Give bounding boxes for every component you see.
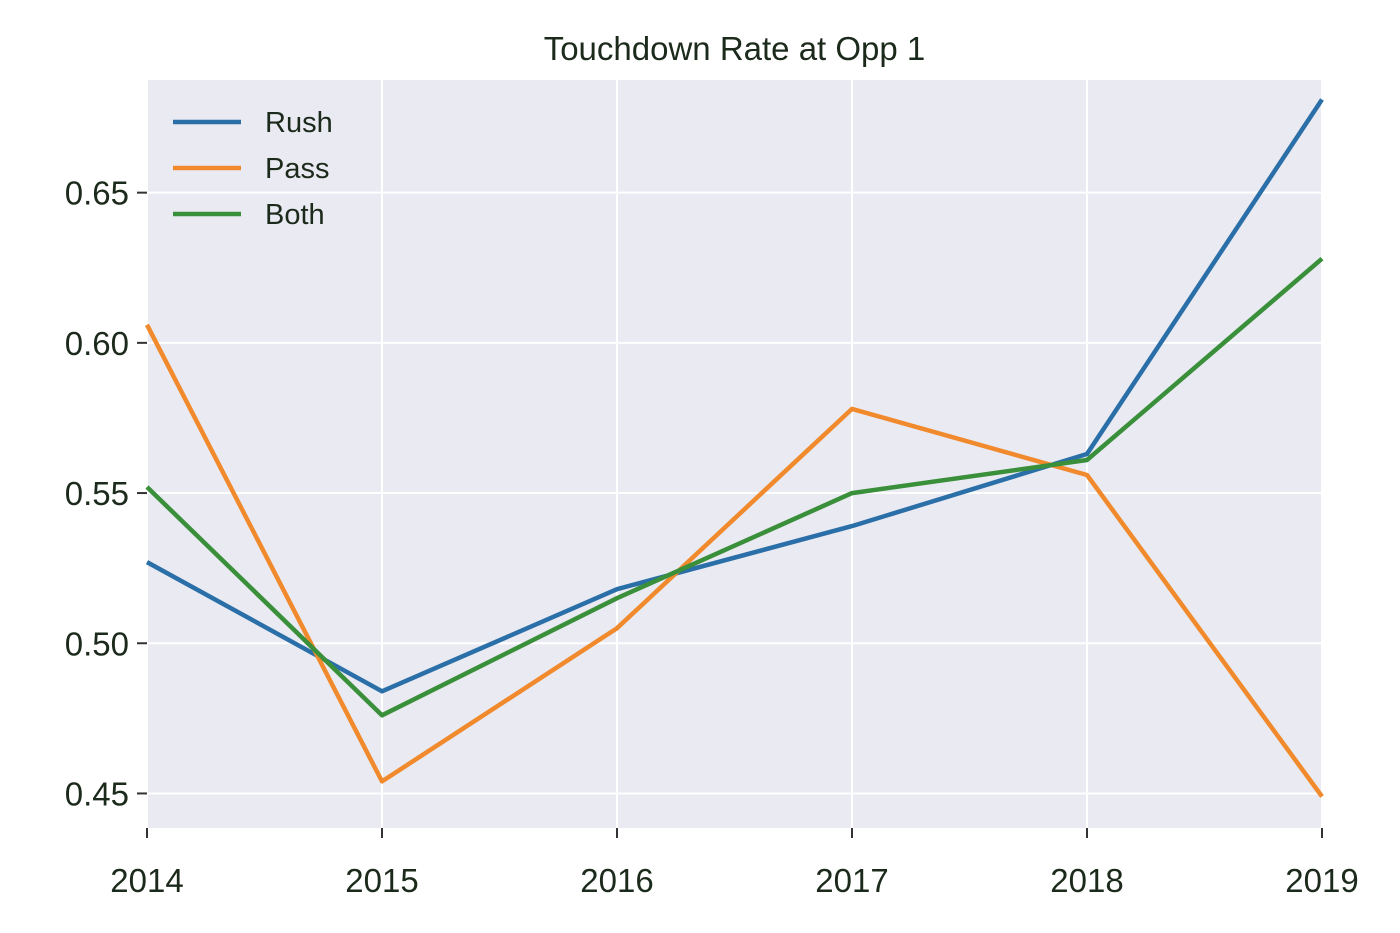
x-tick-label: 2017 — [815, 862, 888, 899]
legend-label-pass: Pass — [265, 153, 329, 185]
legend: Rush Pass Both — [173, 107, 333, 231]
y-tick-label: 0.45 — [65, 775, 129, 812]
y-tick-label: 0.50 — [65, 625, 129, 662]
series-line-rush — [145, 98, 1324, 694]
x-tick-label: 2019 — [1285, 862, 1358, 899]
x-tick-label: 2014 — [110, 862, 183, 899]
series-line-both — [145, 256, 1324, 718]
series-lines — [144, 98, 1324, 798]
x-tick-label: 2016 — [580, 862, 653, 899]
legend-label-rush: Rush — [265, 107, 333, 139]
legend-label-both: Both — [265, 199, 325, 231]
chart-title: Touchdown Rate at Opp 1 — [544, 30, 926, 67]
axes: 0.45 0.50 0.55 0.60 0.65 2014 2015 2016 2017 2018… — [65, 175, 1359, 899]
x-tick-label: 2015 — [345, 862, 418, 899]
series-line-pass — [144, 323, 1324, 798]
x-tick-label: 2018 — [1050, 862, 1123, 899]
y-tick-label: 0.60 — [65, 325, 129, 362]
y-tick-label: 0.65 — [65, 175, 129, 212]
y-tick-label: 0.55 — [65, 475, 129, 512]
